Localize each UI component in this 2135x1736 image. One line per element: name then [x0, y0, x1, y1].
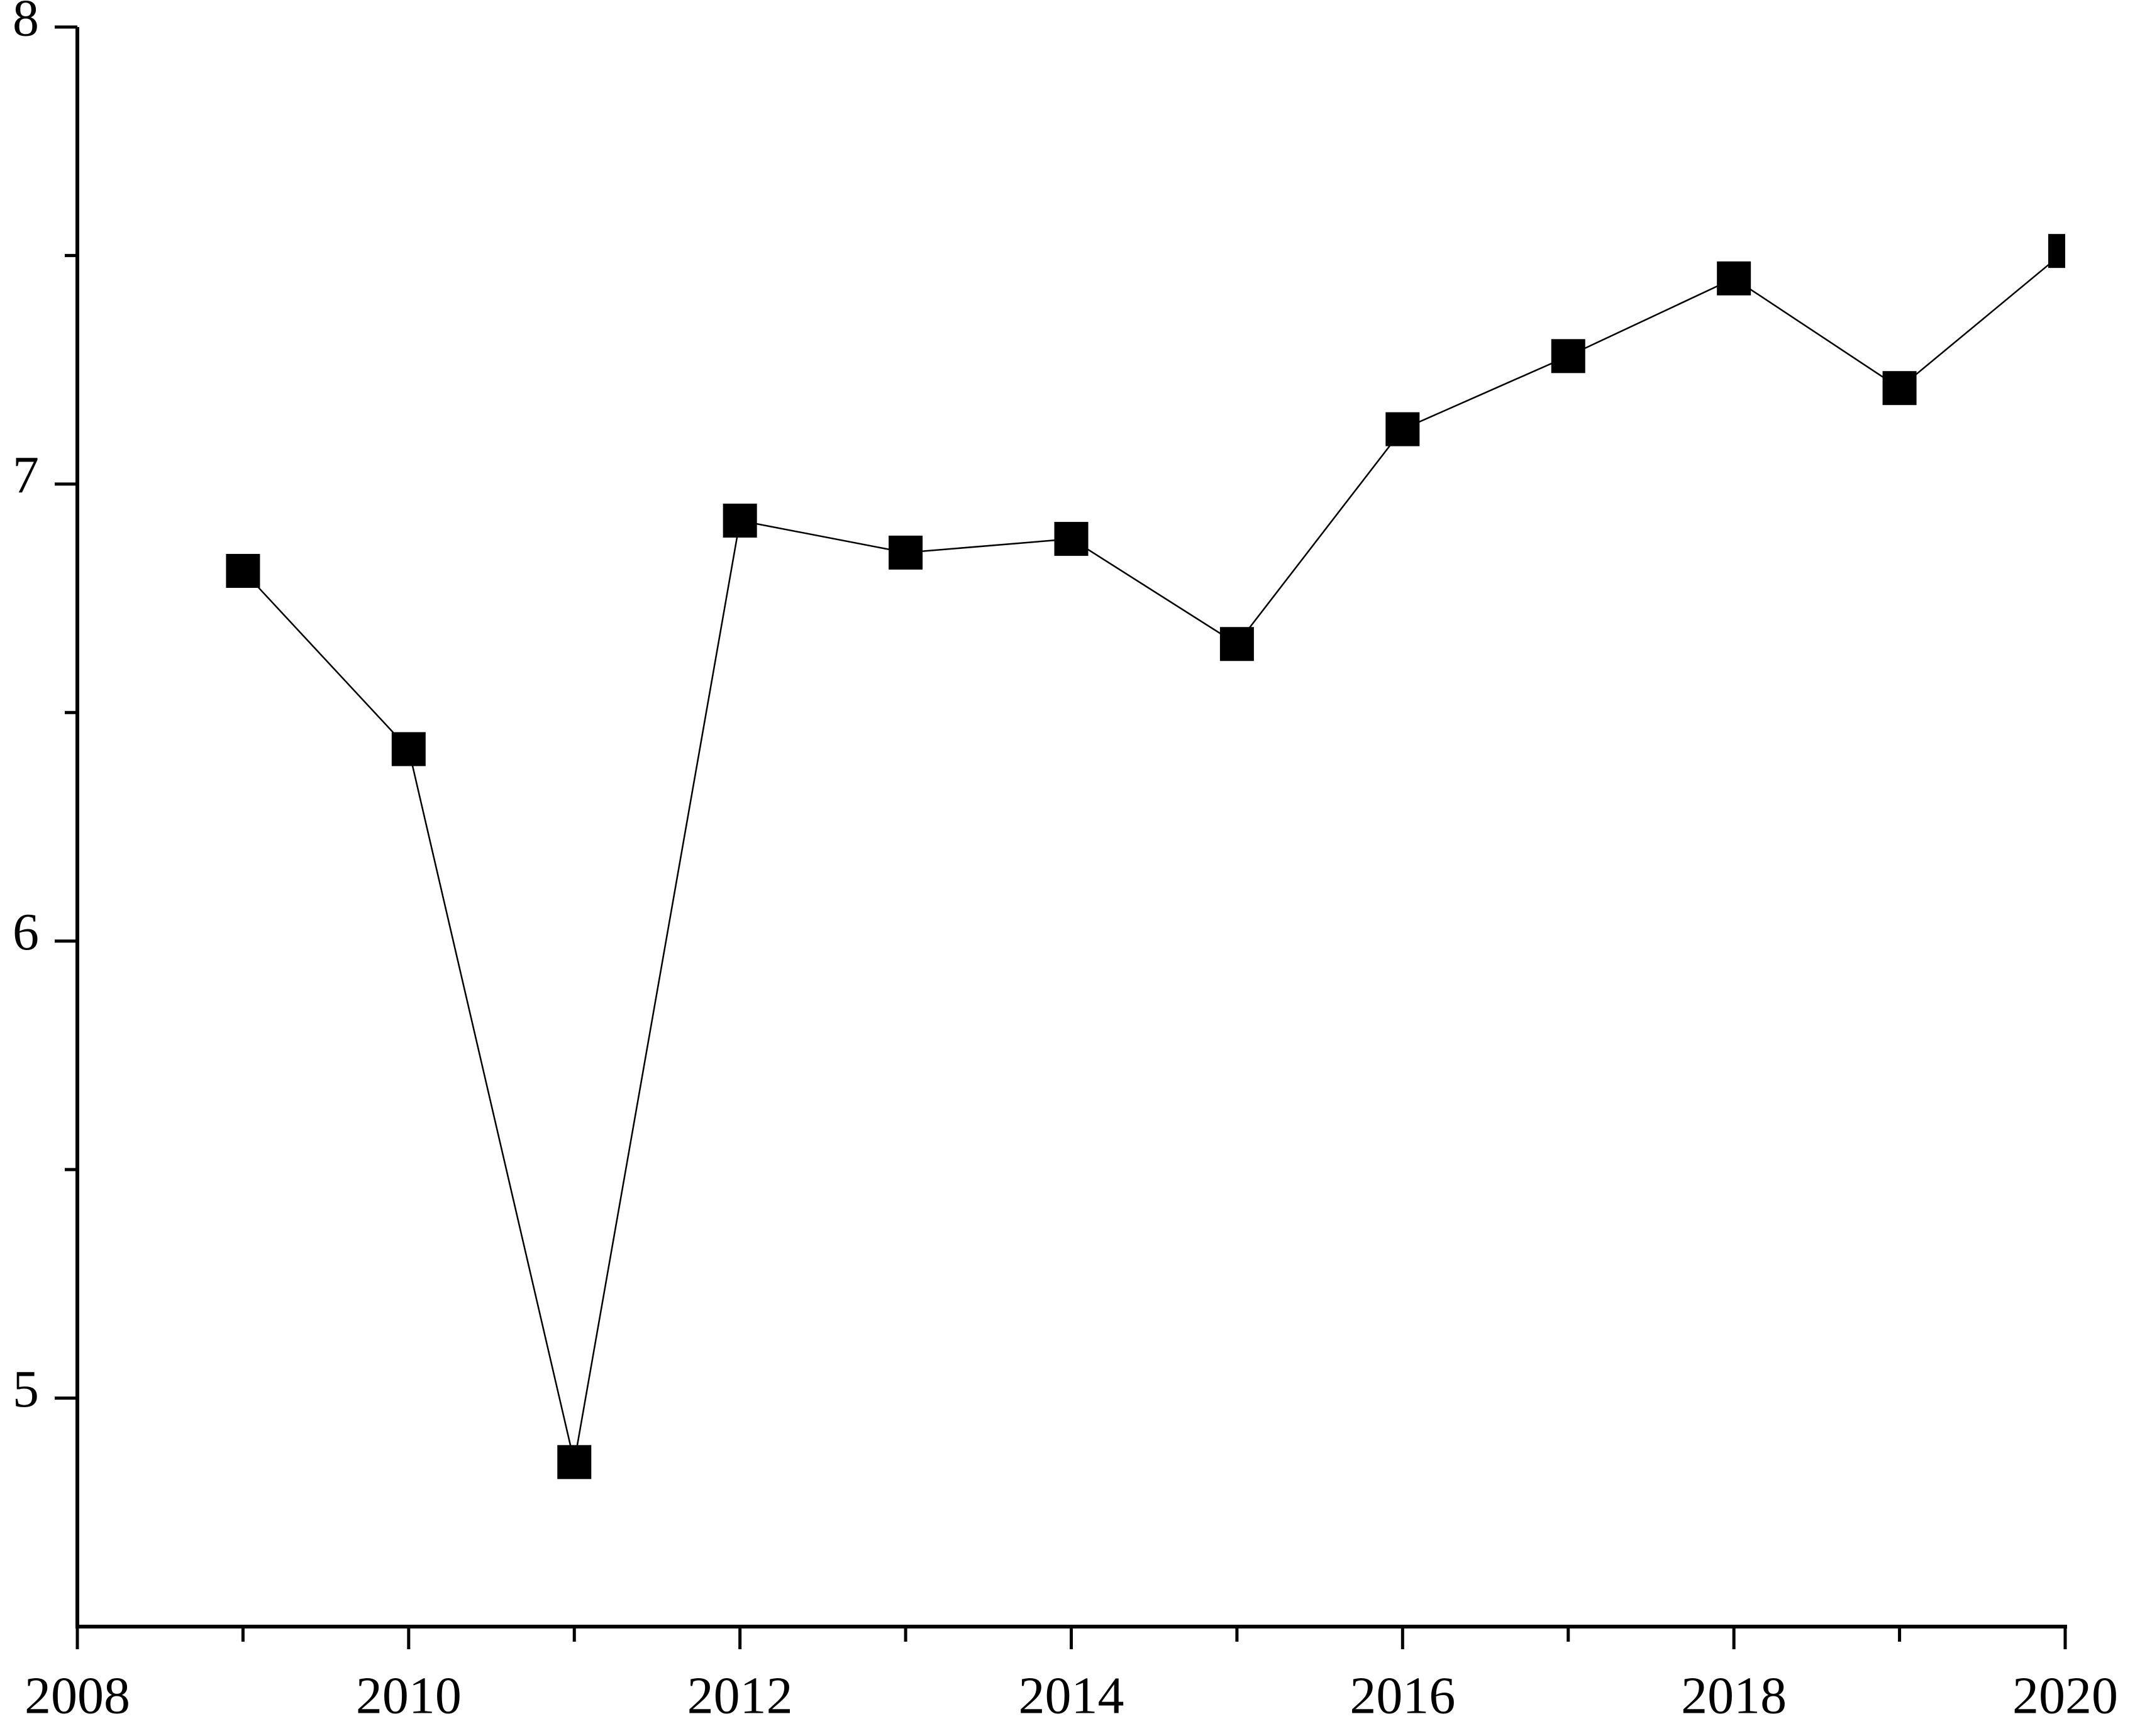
- x-tick-label: 2014: [1019, 1666, 1124, 1725]
- marker: [1385, 412, 1420, 446]
- y-tick-label: 8: [13, 0, 39, 47]
- x-tick-label: 2018: [1681, 1666, 1787, 1725]
- marker: [1219, 627, 1254, 661]
- x-tick-label: 2016: [1350, 1666, 1455, 1725]
- y-tick-label: 5: [13, 1360, 39, 1418]
- marker: [391, 732, 426, 766]
- marker: [557, 1445, 592, 1479]
- plot-area: [226, 234, 2065, 1479]
- x-tick-label: 2010: [356, 1666, 462, 1725]
- marker: [2048, 234, 2065, 268]
- marker: [1717, 261, 1751, 296]
- marker: [1054, 522, 1089, 556]
- marker: [723, 504, 757, 538]
- marker: [1882, 371, 1917, 406]
- y-tick-label: 6: [13, 903, 39, 961]
- series-line: [242, 250, 2065, 1462]
- marker: [226, 553, 260, 588]
- marker: [889, 535, 923, 570]
- x-tick-label: 2012: [687, 1666, 793, 1725]
- x-tick-label: 2008: [25, 1666, 130, 1725]
- y-tick-label: 7: [13, 446, 39, 504]
- marker: [1551, 339, 1585, 373]
- x-tick-label: 2020: [2012, 1666, 2118, 1725]
